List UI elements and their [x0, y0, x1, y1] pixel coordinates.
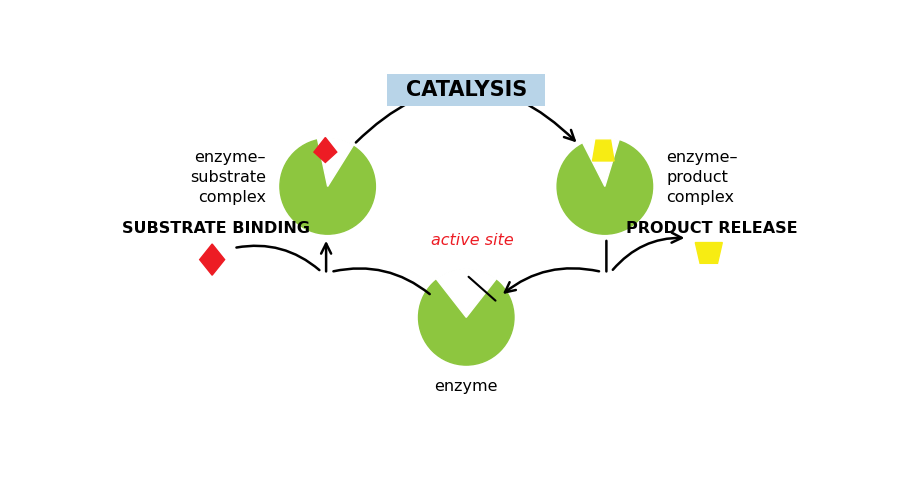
Circle shape [418, 270, 514, 365]
Polygon shape [593, 140, 614, 161]
Text: CATALYSIS: CATALYSIS [405, 80, 527, 100]
Text: enzyme–
product
complex: enzyme– product complex [666, 150, 738, 204]
Polygon shape [200, 244, 225, 275]
Wedge shape [583, 138, 619, 187]
Text: PRODUCT RELEASE: PRODUCT RELEASE [625, 221, 797, 236]
FancyBboxPatch shape [387, 74, 545, 106]
Text: active site: active site [431, 233, 514, 248]
Wedge shape [317, 138, 354, 187]
Polygon shape [695, 243, 723, 263]
Polygon shape [314, 138, 336, 162]
Wedge shape [436, 269, 496, 317]
Text: SUBSTRATE BINDING: SUBSTRATE BINDING [122, 221, 310, 236]
Circle shape [557, 139, 653, 234]
Text: enzyme–
substrate
complex: enzyme– substrate complex [190, 150, 266, 204]
Text: enzyme: enzyme [435, 379, 498, 394]
Circle shape [280, 139, 375, 234]
